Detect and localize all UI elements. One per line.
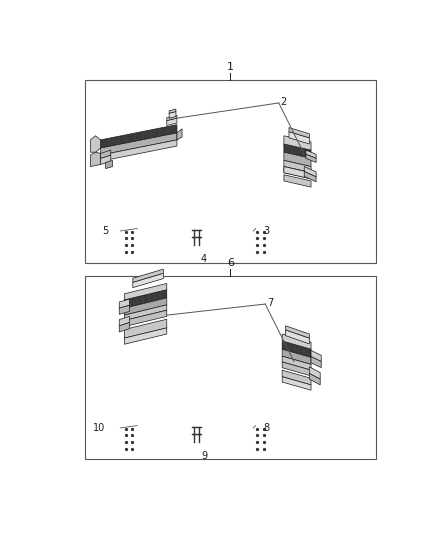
Text: 2: 2: [280, 96, 287, 107]
Polygon shape: [282, 370, 311, 385]
Polygon shape: [101, 140, 177, 161]
Text: 5: 5: [102, 227, 108, 237]
Bar: [85, 276, 375, 459]
Polygon shape: [306, 154, 316, 163]
Text: 4: 4: [201, 254, 207, 264]
Polygon shape: [311, 350, 321, 361]
Polygon shape: [284, 136, 311, 150]
Polygon shape: [284, 166, 311, 179]
Polygon shape: [124, 284, 167, 300]
Polygon shape: [309, 374, 320, 385]
Polygon shape: [304, 172, 316, 182]
Text: 8: 8: [264, 423, 270, 433]
Polygon shape: [282, 356, 311, 370]
Polygon shape: [101, 155, 111, 165]
Polygon shape: [167, 115, 177, 120]
Text: 7: 7: [267, 298, 273, 308]
Polygon shape: [284, 175, 311, 187]
Polygon shape: [124, 305, 167, 320]
Text: 10: 10: [93, 423, 105, 433]
Polygon shape: [289, 132, 309, 144]
Polygon shape: [119, 317, 129, 326]
Polygon shape: [90, 152, 101, 166]
Polygon shape: [101, 125, 177, 148]
Polygon shape: [286, 330, 309, 344]
Polygon shape: [124, 310, 167, 327]
Polygon shape: [124, 290, 167, 308]
Polygon shape: [133, 269, 163, 282]
Polygon shape: [282, 377, 311, 390]
Polygon shape: [124, 328, 167, 344]
Polygon shape: [311, 357, 321, 368]
Polygon shape: [124, 319, 167, 338]
Text: 1: 1: [227, 62, 234, 72]
Polygon shape: [101, 150, 111, 158]
Polygon shape: [289, 127, 309, 138]
Polygon shape: [282, 341, 311, 358]
Polygon shape: [90, 136, 101, 152]
Polygon shape: [309, 367, 320, 379]
Text: 3: 3: [264, 227, 270, 237]
Polygon shape: [177, 129, 182, 140]
Polygon shape: [119, 322, 129, 332]
Polygon shape: [306, 150, 316, 158]
Polygon shape: [304, 166, 316, 177]
Polygon shape: [133, 273, 163, 288]
Polygon shape: [284, 144, 311, 158]
Polygon shape: [284, 160, 311, 173]
Polygon shape: [167, 118, 177, 126]
Polygon shape: [282, 349, 311, 365]
Polygon shape: [284, 166, 311, 179]
Polygon shape: [124, 298, 167, 315]
Polygon shape: [119, 305, 129, 314]
Polygon shape: [286, 326, 309, 338]
Polygon shape: [169, 109, 176, 113]
Polygon shape: [106, 160, 113, 168]
Polygon shape: [282, 362, 311, 376]
Polygon shape: [284, 152, 311, 166]
Polygon shape: [101, 133, 177, 155]
Text: 9: 9: [201, 450, 207, 461]
Text: 6: 6: [227, 258, 234, 268]
Polygon shape: [282, 334, 311, 349]
Bar: [85, 80, 375, 263]
Polygon shape: [119, 299, 129, 308]
Polygon shape: [169, 111, 176, 118]
